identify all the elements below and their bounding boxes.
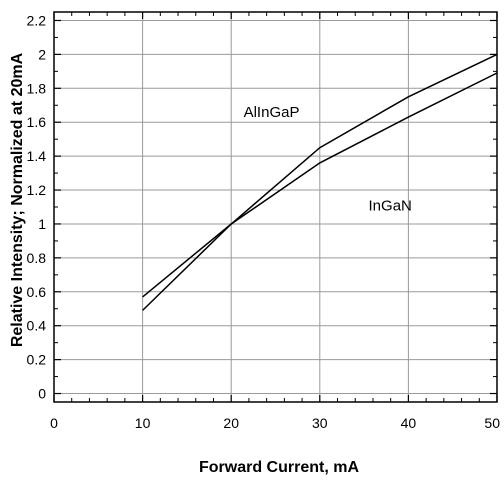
y-tick-label: 0.2 bbox=[27, 352, 47, 368]
grid-layer bbox=[54, 12, 497, 402]
y-tick-label: 1.8 bbox=[27, 80, 47, 96]
x-axis-title: Forward Current, mA bbox=[199, 459, 359, 476]
annotation-ingan: InGaN bbox=[369, 197, 412, 214]
series-line-ingan bbox=[142, 72, 498, 298]
y-tick-label: 1.6 bbox=[27, 114, 47, 130]
y-tick-label: 1 bbox=[38, 216, 46, 232]
series-line-alingap bbox=[142, 53, 498, 311]
x-tick-label: 50 bbox=[484, 415, 500, 431]
y-tick-label: 2 bbox=[38, 46, 46, 62]
x-tick-label: 20 bbox=[223, 415, 239, 431]
x-tick-label: 30 bbox=[312, 415, 328, 431]
tick-labels: 0 0.2 0.4 0.6 0.8 1 1.2 1.4 1.6 1.8 2 2.2 0 10 20 30 40 5… bbox=[27, 12, 501, 431]
y-tick-label: 0.6 bbox=[27, 284, 47, 300]
x-tick-label: 10 bbox=[135, 415, 151, 431]
plot-frame bbox=[53, 11, 498, 403]
y-tick-label: 2.2 bbox=[27, 12, 47, 28]
tick-marks bbox=[53, 12, 498, 402]
y-tick-label: 1.4 bbox=[27, 148, 47, 164]
series-lines bbox=[142, 53, 498, 311]
y-tick-label: 0.4 bbox=[27, 318, 47, 334]
y-tick-label: 0 bbox=[38, 386, 46, 402]
y-tick-label: 0.8 bbox=[27, 250, 47, 266]
x-tick-label: 0 bbox=[50, 415, 58, 431]
annotations: AlInGaP InGaN bbox=[244, 104, 412, 214]
y-axis-title: Relative Intensity; Normalized at 20mA bbox=[9, 52, 26, 347]
annotation-alingap: AlInGaP bbox=[244, 104, 300, 121]
x-tick-label: 40 bbox=[401, 415, 417, 431]
y-tick-label: 1.2 bbox=[27, 182, 47, 198]
